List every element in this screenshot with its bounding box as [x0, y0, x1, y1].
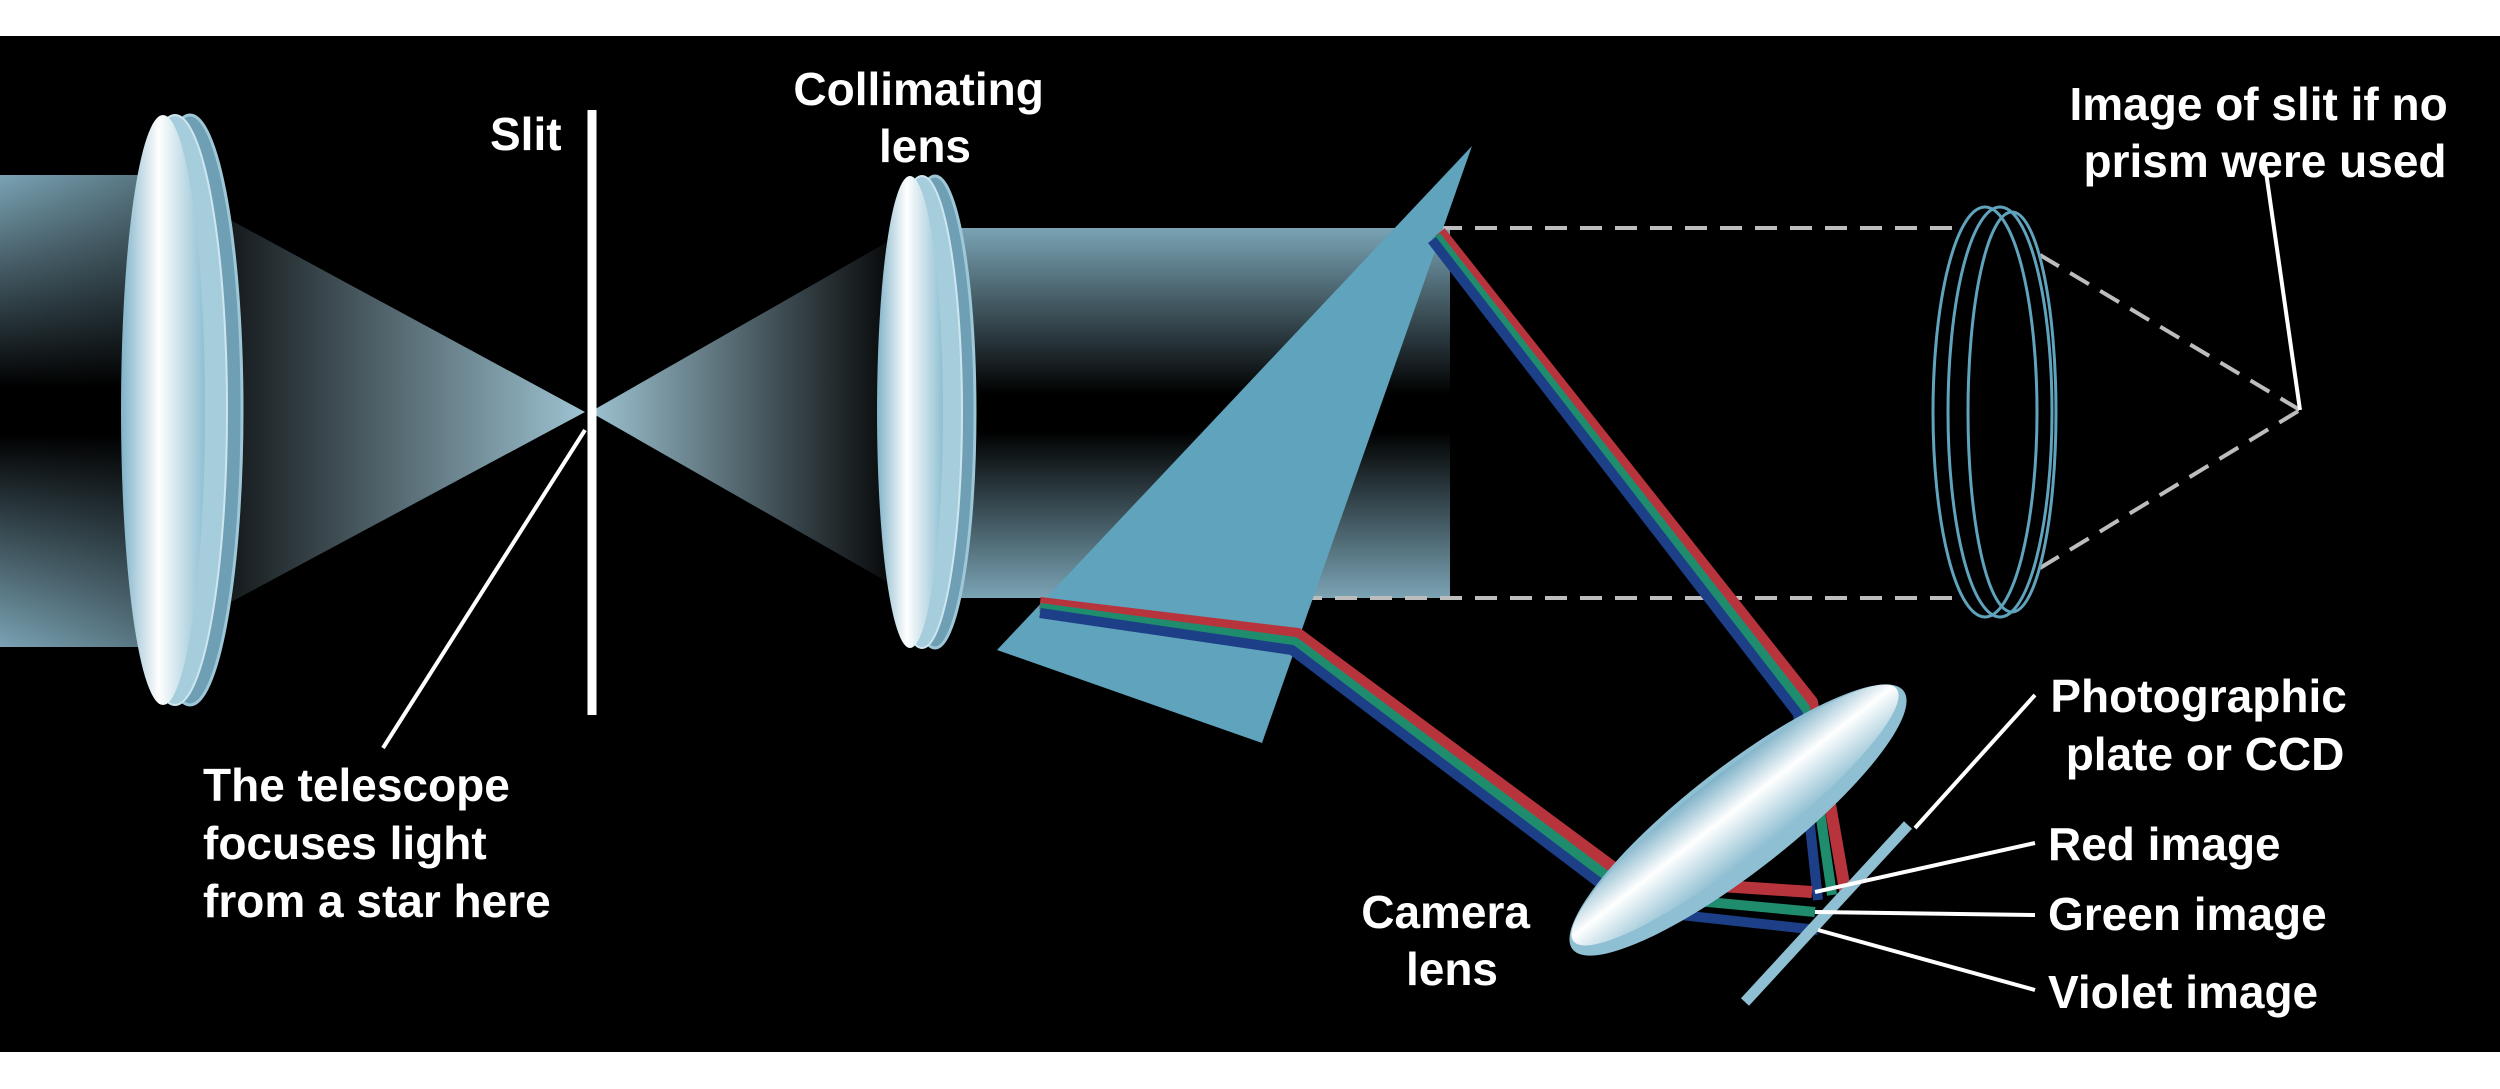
violet-image-label: Violet image	[2048, 966, 2318, 1018]
telescope-focus-label: The telescope focuses light from a star …	[203, 759, 551, 927]
collimating-lens	[877, 174, 977, 650]
ghost-camera-lens	[1931, 205, 2058, 619]
no-prism-dashes	[1300, 226, 2302, 600]
upper-ray-bundle	[1428, 228, 1851, 901]
converging-cone	[175, 190, 585, 632]
image-no-prism-label: Image of slit if no prism were used	[2069, 78, 2460, 187]
green-image-label: Green image	[2048, 888, 2327, 940]
camera-lens-label: Camera lens	[1361, 886, 1543, 995]
leader-lines	[381, 164, 2302, 992]
photographic-plate-label: Photographic plate or CCD	[2050, 670, 2359, 780]
slit-label: Slit	[490, 108, 562, 160]
red-image-label: Red image	[2048, 818, 2281, 870]
telescope-lens	[121, 113, 244, 707]
camera-lens	[1569, 684, 1907, 956]
collimating-lens-label: Collimating lens	[793, 63, 1056, 172]
diverging-cone	[590, 232, 905, 592]
prism	[997, 146, 1472, 743]
